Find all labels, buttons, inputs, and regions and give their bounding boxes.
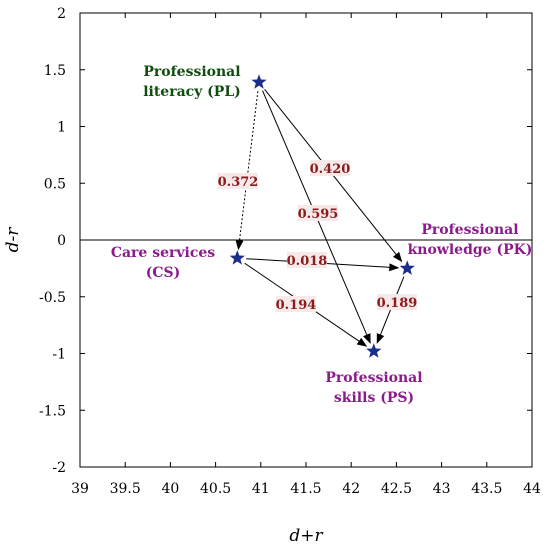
edge-pl-cs: [235, 91, 259, 251]
x-tick-label: 41: [252, 481, 270, 497]
edge-label-pl-cs: 0.372: [218, 175, 259, 190]
node-label-pk: Professional: [421, 222, 518, 238]
edge-label-cs-pk: 0.018: [287, 254, 328, 269]
x-tick-label: 41.5: [290, 481, 321, 497]
y-tick-label: -1: [52, 347, 66, 363]
y-tick-label: -2: [52, 460, 66, 476]
edge-label-background: [287, 252, 327, 268]
x-tick-label: 40.5: [200, 481, 231, 497]
x-tick-label: 40: [161, 481, 179, 497]
x-tick-label: 43.5: [471, 481, 502, 497]
y-tick-label: 0: [57, 233, 66, 249]
node-label-pl: Professional: [143, 64, 240, 80]
edge-label-cs-ps: 0.194: [276, 298, 317, 313]
node-label-pk: knowledge (PK): [408, 242, 533, 258]
y-tick-label: 0.5: [44, 176, 66, 192]
x-tick-label: 42.5: [381, 481, 412, 497]
x-axis-label: d+r: [289, 526, 323, 546]
edge-label-background: [310, 160, 350, 176]
y-tick-label: -0.5: [39, 290, 66, 306]
y-tick-label: -1.5: [39, 403, 66, 419]
node-label-ps: Professional: [325, 370, 422, 386]
x-tick-label: 39: [71, 481, 89, 497]
point-pl: [251, 74, 267, 89]
y-tick-label: 1.5: [44, 63, 66, 79]
edge-label-background: [377, 294, 417, 310]
y-tick-label: 1: [57, 120, 66, 136]
edge-label-pl-ps: 0.595: [298, 207, 339, 222]
node-label-ps: skills (PS): [334, 390, 414, 406]
point-pk: [399, 260, 415, 275]
x-tick-label: 42: [342, 481, 360, 497]
x-tick-label: 43: [433, 481, 451, 497]
edge-label-pk-ps: 0.189: [377, 296, 418, 311]
edge-label-background: [276, 296, 316, 312]
y-axis-label: d-r: [3, 227, 23, 253]
edge-label-background: [218, 173, 258, 189]
node-label-pl: literacy (PL): [143, 84, 241, 100]
y-tick-label: 2: [57, 6, 66, 22]
point-cs: [229, 250, 245, 265]
x-tick-label: 39.5: [110, 481, 141, 497]
x-tick-label: 44: [523, 481, 541, 497]
node-label-cs: Care services: [111, 245, 215, 261]
edge-label-pl-pk: 0.420: [310, 162, 351, 177]
edge-label-background: [298, 205, 338, 221]
node-label-cs: (CS): [146, 265, 181, 281]
point-ps: [366, 343, 382, 358]
